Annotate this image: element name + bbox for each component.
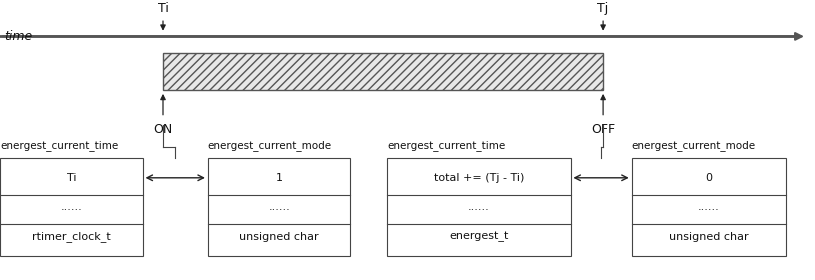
Text: energest_current_time: energest_current_time [0,140,118,151]
Text: Ti: Ti [157,3,169,15]
Text: Ti: Ti [67,173,76,183]
Text: total += (Tj - Ti): total += (Tj - Ti) [434,173,524,183]
Text: unsigned char: unsigned char [669,232,749,242]
Text: time: time [4,30,33,43]
Text: energest_current_mode: energest_current_mode [208,140,332,151]
Text: ......: ...... [268,202,290,212]
Text: 0: 0 [706,173,712,183]
Text: energest_t: energest_t [449,231,509,242]
Text: unsigned char: unsigned char [240,232,319,242]
Text: energest_current_time: energest_current_time [387,140,505,151]
Bar [387,158,570,256]
Text: rtimer_clock_t: rtimer_clock_t [32,231,111,242]
Text: ......: ...... [60,202,82,212]
Bar [632,158,786,256]
Text: ......: ...... [698,202,720,212]
Text: Tj: Tj [597,3,609,15]
Text: energest_current_mode: energest_current_mode [632,140,756,151]
Text: 1: 1 [275,173,283,183]
Bar [0,158,143,256]
Bar [208,158,350,256]
Text: ......: ...... [468,202,490,212]
Text: OFF: OFF [591,123,615,136]
Bar [163,53,603,90]
Text: ON: ON [153,123,173,136]
